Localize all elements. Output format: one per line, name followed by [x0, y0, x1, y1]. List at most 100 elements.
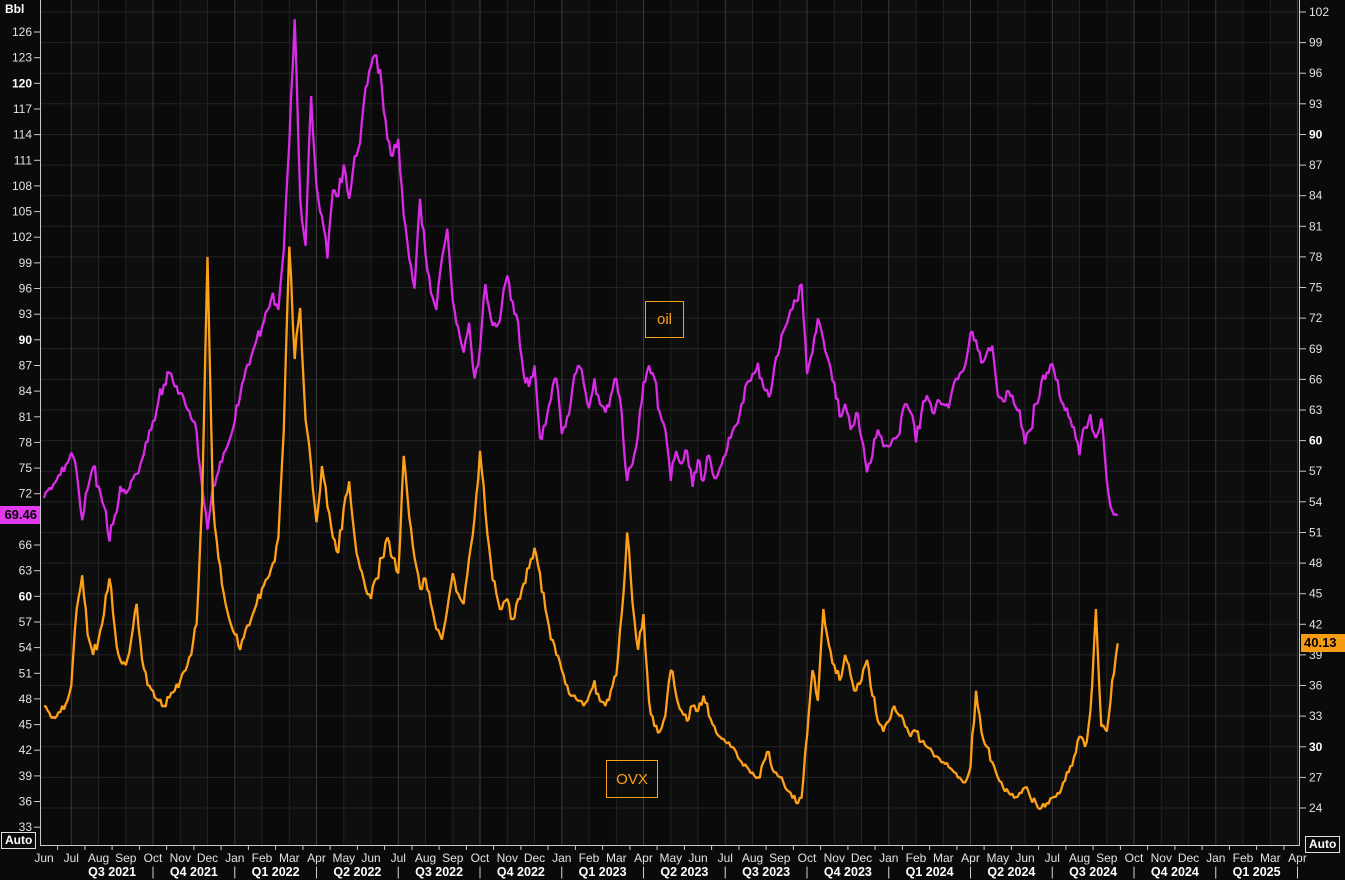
month-label: Aug — [1069, 851, 1090, 865]
month-label: Apr — [634, 851, 653, 865]
quarter-separator: | — [1132, 865, 1135, 879]
month-label: Feb — [906, 851, 927, 865]
month-label: Sep — [115, 851, 137, 865]
right-axis-tick-label: 57 — [1309, 464, 1323, 478]
month-label: Jun — [688, 851, 707, 865]
month-label: Mar — [606, 851, 627, 865]
right-axis-tick-label: 87 — [1309, 158, 1323, 172]
left-axis-tick-label: 120 — [12, 76, 32, 90]
month-label: Jan — [879, 851, 898, 865]
left-axis-tick-label: 111 — [14, 153, 33, 167]
left-axis-auto-scale-button[interactable]: Auto — [1, 832, 37, 849]
ovx-series-annotation-label: OVX — [616, 770, 648, 788]
left-axis-tick-label: 81 — [19, 410, 33, 424]
left-axis-tick-label: 96 — [19, 282, 33, 296]
right-axis-auto-scale-button[interactable]: Auto — [1305, 836, 1341, 853]
left-axis-tick-label: 48 — [19, 692, 33, 706]
vertical-gridlines — [70, 0, 1298, 845]
quarter-label: Q4 2022 — [497, 865, 545, 879]
month-label: Jul — [64, 851, 79, 865]
left-axis-tick-label: 75 — [19, 461, 33, 475]
quarter-separator: | — [478, 865, 481, 879]
right-axis-tick-label: 45 — [1309, 587, 1323, 601]
quarter-label: Q2 2024 — [987, 865, 1035, 879]
month-label: May — [332, 851, 355, 865]
left-axis-tick-label: 51 — [19, 666, 33, 680]
quarter-separator: | — [151, 865, 154, 879]
month-label: Feb — [1233, 851, 1254, 865]
month-label: Jan — [552, 851, 571, 865]
left-axis-tick-label: 66 — [19, 538, 33, 552]
right-axis-tick-label: 84 — [1309, 189, 1323, 203]
quarter-label: Q1 2022 — [252, 865, 300, 879]
left-axis-tick-label: 78 — [19, 435, 33, 449]
left-axis-tick-label: 123 — [12, 51, 32, 65]
right-axis-tick-label: 96 — [1309, 66, 1323, 80]
month-label: Apr — [307, 851, 326, 865]
month-label: Aug — [742, 851, 763, 865]
quarter-label: Q3 2023 — [742, 865, 790, 879]
month-label: Oct — [1125, 851, 1144, 865]
quarter-label: Q4 2021 — [170, 865, 218, 879]
right-axis-tick-label: 102 — [1309, 5, 1329, 19]
right-axis-tick-label: 93 — [1309, 97, 1323, 111]
quarter-label: Q4 2024 — [1151, 865, 1199, 879]
quarter-separator: | — [560, 865, 563, 879]
right-axis-tick-label: 54 — [1309, 495, 1323, 509]
month-label: Dec — [1178, 851, 1199, 865]
month-label: Sep — [442, 851, 464, 865]
quarter-separator: | — [969, 865, 972, 879]
time-axis[interactable]: Jun Jul Aug Sep Oct Nov Dec Jan Feb Mar Apr May Jun J… — [34, 845, 1307, 879]
right-axis-tick-label: 27 — [1309, 770, 1323, 784]
month-shading — [71, 0, 1297, 845]
left-axis-tick-label: 72 — [19, 487, 33, 501]
month-label: Dec — [524, 851, 545, 865]
month-label: Sep — [1096, 851, 1118, 865]
month-label: Sep — [769, 851, 791, 865]
left-axis-tick-label: 108 — [12, 179, 32, 193]
left-axis-tick-label: 39 — [19, 769, 33, 783]
right-axis-tick-label: 24 — [1309, 801, 1323, 815]
left-axis-tick-label: 33 — [19, 820, 33, 834]
month-label: Oct — [798, 851, 817, 865]
left-axis-tick-label: 99 — [19, 256, 33, 270]
oil-last-value-badge: 69.46 — [0, 506, 40, 524]
axis-lines — [40, 0, 1300, 846]
quarter-separator: | — [233, 865, 236, 879]
month-label: Nov — [1151, 851, 1172, 865]
left-axis-tick-label: 90 — [19, 333, 33, 347]
right-axis-tick-label: 90 — [1309, 128, 1323, 142]
oil-series-annotation-label: oil — [656, 311, 672, 328]
left-axis-tick-label: 54 — [19, 641, 33, 655]
month-label: Jul — [718, 851, 733, 865]
right-axis-tick-label: 30 — [1309, 740, 1323, 754]
left-axis-tick-label: 84 — [19, 384, 33, 398]
month-label: Dec — [851, 851, 872, 865]
left-axis-tick-label: 63 — [19, 564, 33, 578]
left-axis-tick-label: 57 — [19, 615, 33, 629]
month-label: Nov — [497, 851, 518, 865]
quarter-separator: | — [1296, 865, 1299, 879]
month-label: Jun — [34, 851, 53, 865]
month-label: Apr — [961, 851, 980, 865]
left-axis-tick-label: 105 — [12, 205, 32, 219]
month-label: Oct — [471, 851, 490, 865]
month-label: Mar — [933, 851, 954, 865]
left-axis-tick-label: 87 — [19, 359, 33, 373]
left-axis-tick-label: 93 — [19, 307, 33, 321]
right-axis-tick-label: 42 — [1309, 617, 1323, 631]
month-label: Nov — [824, 851, 845, 865]
month-label: Aug — [88, 851, 109, 865]
month-label: May — [986, 851, 1009, 865]
left-axis-tick-label: 60 — [19, 589, 33, 603]
ovx-series-annotation-box[interactable]: OVX — [606, 760, 658, 798]
left-axis-tick-label: 114 — [13, 128, 32, 142]
right-axis-tick-label: 60 — [1309, 434, 1323, 448]
oil-series-annotation-box[interactable]: oil — [645, 301, 684, 338]
right-axis[interactable]: 2427303336394245485154576063666972757881… — [1300, 5, 1329, 815]
right-axis-tick-label: 99 — [1309, 36, 1323, 50]
quarter-label: Q3 2022 — [415, 865, 463, 879]
left-axis[interactable]: 3336394245485154576063666972757881848790… — [12, 25, 40, 834]
